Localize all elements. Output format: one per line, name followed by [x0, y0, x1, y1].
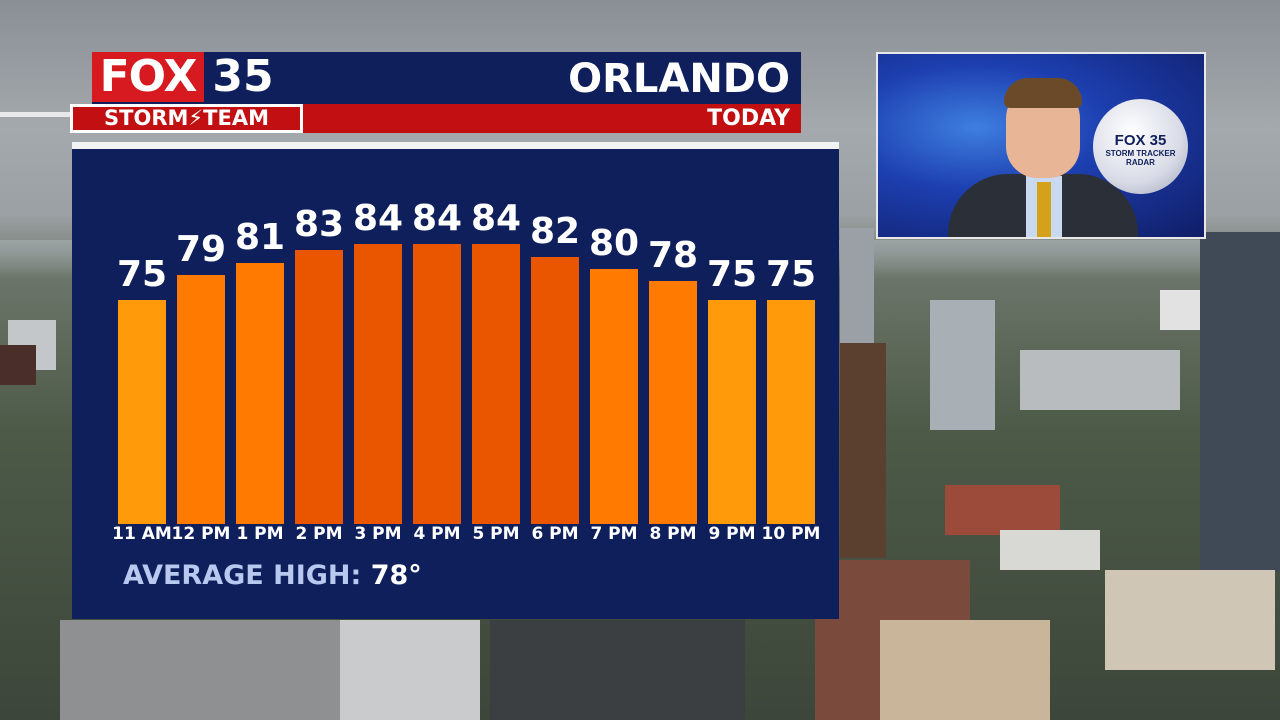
building	[1160, 290, 1200, 330]
building	[880, 620, 1050, 720]
bar-value-label: 82	[529, 210, 581, 252]
bar-value-label: 84	[470, 198, 522, 240]
building	[1000, 530, 1100, 570]
presenter-hair	[1004, 78, 1082, 108]
bar-value-label: 84	[411, 198, 463, 240]
fox-logo: FOX	[92, 52, 204, 102]
period-label: TODAY	[707, 106, 790, 131]
storm-team-logo: STORM⚡TEAM	[73, 107, 300, 130]
building	[945, 485, 1060, 535]
channel-number: 35	[212, 51, 274, 102]
bar-4pm	[413, 244, 461, 524]
category-label: 7 PM	[590, 524, 638, 544]
building	[840, 228, 874, 343]
bar-value-label: 79	[175, 229, 227, 271]
presenter-tie	[1037, 182, 1051, 237]
bar-1pm	[236, 262, 284, 524]
accent-line	[0, 112, 72, 117]
average-high-value: 78°	[370, 560, 422, 591]
bar-value-label: 75	[116, 254, 168, 295]
bar-2pm	[295, 250, 343, 524]
radar-globe-sub: STORM TRACKER RADAR	[1105, 149, 1176, 167]
bar-value-label: 75	[706, 254, 758, 295]
bar-10pm	[767, 300, 815, 524]
building	[340, 620, 480, 720]
bar-value-label: 81	[234, 216, 286, 258]
header-bar	[92, 52, 801, 104]
bar-value-label: 83	[293, 204, 345, 246]
radar-globe-icon	[1093, 99, 1188, 194]
bar-value-label: 80	[588, 223, 640, 264]
building	[1200, 232, 1280, 572]
panel-top-stripe	[72, 142, 839, 149]
category-label: 2 PM	[295, 524, 343, 544]
bar-8pm	[649, 281, 697, 524]
category-label: 1 PM	[236, 524, 284, 544]
bar-5pm	[472, 244, 520, 524]
building	[60, 620, 340, 720]
building	[840, 343, 886, 558]
category-label: 10 PM	[761, 524, 821, 544]
bar-value-label: 84	[352, 198, 404, 240]
category-label: 11 AM	[112, 524, 172, 544]
bar-12pm	[177, 275, 225, 524]
bar-7pm	[590, 269, 638, 524]
radar-globe-label: FOX 35 STORM TRACKER RADAR	[1093, 132, 1188, 167]
bar-3pm	[354, 244, 402, 524]
building	[0, 345, 36, 385]
category-label: 4 PM	[413, 524, 461, 544]
category-label: 8 PM	[649, 524, 697, 544]
category-label: 9 PM	[708, 524, 756, 544]
building	[1105, 570, 1275, 670]
category-label: 6 PM	[531, 524, 579, 544]
bar-11am	[118, 300, 166, 524]
building	[1020, 350, 1180, 410]
bar-value-label: 75	[765, 254, 817, 295]
category-label: 5 PM	[472, 524, 520, 544]
bar-6pm	[531, 256, 579, 524]
building	[930, 300, 995, 430]
city-title: ORLANDO	[568, 56, 790, 102]
category-label: 3 PM	[354, 524, 402, 544]
radar-globe-logo: FOX 35	[1114, 132, 1167, 149]
average-high: AVERAGE HIGH: 78°	[123, 560, 422, 591]
building	[490, 620, 745, 720]
presenter-inset: FOX 35 STORM TRACKER RADAR	[876, 52, 1206, 239]
average-high-label: AVERAGE HIGH:	[123, 560, 362, 591]
bar-9pm	[708, 300, 756, 524]
bar-value-label: 78	[647, 235, 699, 277]
category-label: 12 PM	[171, 524, 231, 544]
